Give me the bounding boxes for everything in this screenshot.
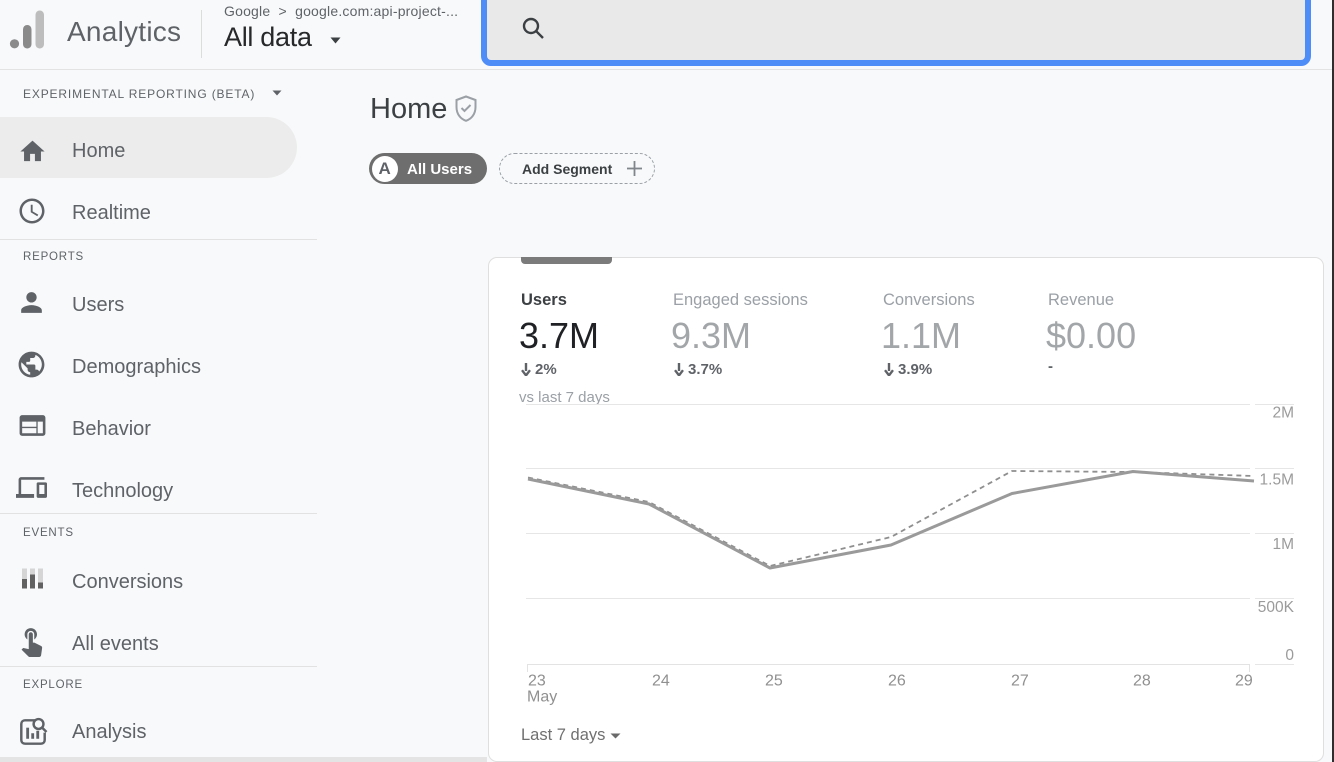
svg-text:23: 23 — [528, 673, 546, 690]
svg-text:500K: 500K — [1258, 599, 1295, 616]
svg-text:2M: 2M — [1272, 405, 1294, 422]
svg-text:1M: 1M — [1272, 536, 1294, 553]
svg-text:24: 24 — [652, 673, 670, 690]
svg-text:26: 26 — [888, 673, 906, 690]
svg-text:27: 27 — [1011, 673, 1029, 690]
svg-text:28: 28 — [1133, 673, 1151, 690]
svg-text:29: 29 — [1235, 673, 1253, 690]
svg-text:1.5M: 1.5M — [1260, 472, 1294, 489]
svg-text:25: 25 — [765, 673, 783, 690]
svg-text:0: 0 — [1285, 647, 1294, 664]
svg-text:May: May — [527, 689, 557, 706]
